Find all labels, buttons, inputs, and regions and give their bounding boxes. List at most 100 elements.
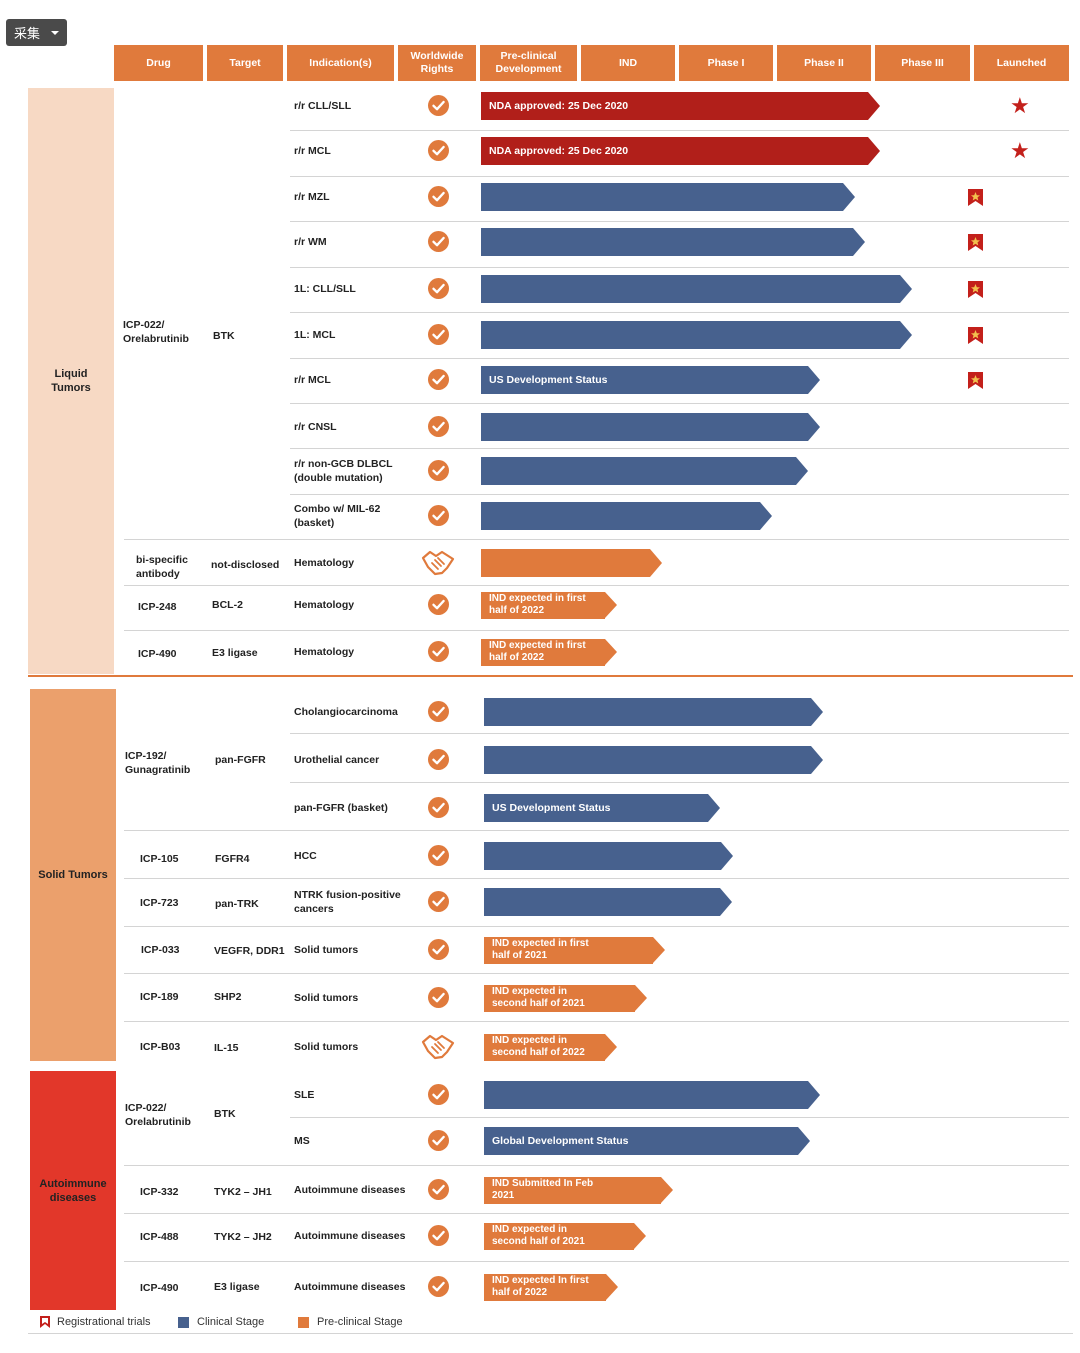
indication-label: Autoimmune diseases — [294, 1230, 406, 1242]
stage-bar: IND Submitted In Feb 2021 — [484, 1176, 673, 1204]
collect-label: 采集 — [14, 26, 41, 41]
stage-bar: IND expected in second half of 2021 — [484, 1222, 646, 1250]
stage-bar: IND expected In first half of 2022 — [484, 1273, 618, 1301]
stage-bar: IND expected in second half of 2022 — [484, 1033, 617, 1061]
drug-label: ICP-192/ Gunagratinib — [125, 750, 191, 776]
indication-label: HCC — [294, 850, 317, 862]
row-divider — [290, 176, 1069, 177]
row-divider — [290, 1117, 1069, 1118]
stage-bar — [481, 183, 855, 211]
check-icon — [428, 1276, 449, 1297]
drug-label: ICP-490 — [140, 1282, 179, 1294]
legend-preclinical: Pre-clinical Stage — [298, 1316, 403, 1328]
row-divider — [124, 830, 1069, 831]
check-icon — [428, 369, 449, 390]
check-icon — [428, 186, 449, 207]
indication-label: Autoimmune diseases — [294, 1184, 406, 1196]
target-label: BCL-2 — [212, 599, 243, 611]
row-divider — [124, 539, 1069, 540]
row-divider — [124, 1213, 1069, 1214]
header-phase-1: Phase I — [679, 45, 773, 81]
stage-bar: IND expected in first half of 2022 — [481, 591, 617, 619]
stage-bar — [484, 1081, 820, 1109]
category-autoimmune: Autoimmune diseases — [30, 1071, 116, 1310]
target-label: BTK — [214, 1108, 236, 1120]
stage-bar — [481, 275, 912, 303]
header-drug: Drug — [114, 45, 203, 81]
check-icon — [428, 278, 449, 299]
stage-bar: US Development Status — [484, 794, 720, 822]
check-icon — [428, 1084, 449, 1105]
indication-label: r/r CLL/SLL — [294, 100, 352, 112]
target-label: SHP2 — [214, 991, 242, 1003]
check-icon — [428, 749, 449, 770]
header-phase-3: Phase III — [875, 45, 970, 81]
target-label: TYK2 – JH1 — [214, 1186, 272, 1198]
stage-bar-label: IND expected in second half of 2022 — [492, 1035, 585, 1058]
stage-bar: IND expected in first half of 2021 — [484, 936, 665, 964]
indication-label: Solid tumors — [294, 944, 359, 956]
section-divider — [28, 675, 1073, 677]
indication-label: MS — [294, 1135, 310, 1147]
stage-bar: IND expected in second half of 2021 — [484, 984, 647, 1012]
check-icon — [428, 416, 449, 437]
target-label: VEGFR, DDR1 — [214, 945, 285, 957]
flag-icon — [968, 189, 983, 206]
target-label: IL-15 — [214, 1042, 239, 1054]
star-icon: ★ — [1010, 93, 1030, 118]
indication-label: Hematology — [294, 557, 355, 569]
indication-label: Cholangiocarcinoma — [294, 706, 398, 718]
row-divider — [290, 494, 1069, 495]
stage-bar-label: IND expected in second half of 2021 — [492, 986, 585, 1009]
stage-bar — [484, 842, 733, 870]
indication-label: 1L: MCL — [294, 329, 336, 341]
stage-bar-label: US Development Status — [492, 801, 611, 814]
row-divider — [290, 358, 1069, 359]
check-icon — [428, 1179, 449, 1200]
collect-dropdown-button[interactable]: 采集 — [6, 19, 67, 46]
stage-bar-label: IND expected in second half of 2021 — [492, 1224, 585, 1247]
indication-label: 1L: CLL/SLL — [294, 283, 356, 295]
chevron-down-icon — [51, 31, 59, 35]
stage-bar — [481, 549, 662, 577]
stage-bar — [481, 228, 865, 256]
stage-bar — [484, 746, 823, 774]
drug-label: bi-specific antibody — [136, 554, 188, 580]
indication-label: r/r MCL — [294, 374, 331, 386]
indication-label: Combo w/ MIL-62 (basket) — [294, 503, 381, 529]
drug-label: ICP-723 — [140, 897, 179, 909]
stage-bar-label: IND expected in first half of 2022 — [489, 593, 586, 616]
star-icon: ★ — [1010, 138, 1030, 163]
check-icon — [428, 891, 449, 912]
check-icon — [428, 641, 449, 662]
row-divider — [124, 630, 1069, 631]
target-label: pan-TRK — [215, 898, 259, 910]
flag-icon — [968, 281, 983, 298]
row-divider — [124, 585, 1069, 586]
drug-label: ICP-033 — [141, 944, 180, 956]
stage-bar-label: Global Development Status — [492, 1134, 629, 1147]
row-divider — [124, 926, 1069, 927]
indication-label: pan-FGFR (basket) — [294, 802, 388, 814]
indication-label: r/r WM — [294, 236, 327, 248]
stage-bar: US Development Status — [481, 366, 820, 394]
target-label: E3 ligase — [212, 647, 258, 659]
drug-label: ICP-022/ Orelabrutinib — [125, 1102, 191, 1128]
stage-bar-label: IND expected in first half of 2022 — [489, 640, 586, 663]
stage-bar: IND expected in first half of 2022 — [481, 638, 617, 666]
bottom-rule — [28, 1333, 1073, 1334]
check-icon — [428, 95, 449, 116]
row-divider — [290, 403, 1069, 404]
stage-bar — [481, 413, 820, 441]
target-label: FGFR4 — [215, 853, 250, 865]
row-divider — [290, 267, 1069, 268]
drug-label: ICP-332 — [140, 1186, 179, 1198]
header-worldwide-rights: Worldwide Rights — [398, 45, 476, 81]
indication-label: r/r CNSL — [294, 421, 337, 433]
stage-bar — [481, 321, 912, 349]
indication-label: r/r MZL — [294, 191, 330, 203]
indication-label: SLE — [294, 1089, 315, 1101]
indication-label: Urothelial cancer — [294, 754, 380, 766]
check-icon — [428, 1225, 449, 1246]
check-icon — [428, 505, 449, 526]
